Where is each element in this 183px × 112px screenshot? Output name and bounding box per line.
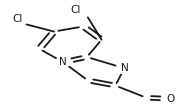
Text: Cl: Cl (71, 5, 81, 15)
Text: N: N (121, 63, 128, 73)
Text: O: O (166, 94, 174, 104)
Text: N: N (59, 57, 67, 67)
Text: Cl: Cl (12, 14, 23, 24)
